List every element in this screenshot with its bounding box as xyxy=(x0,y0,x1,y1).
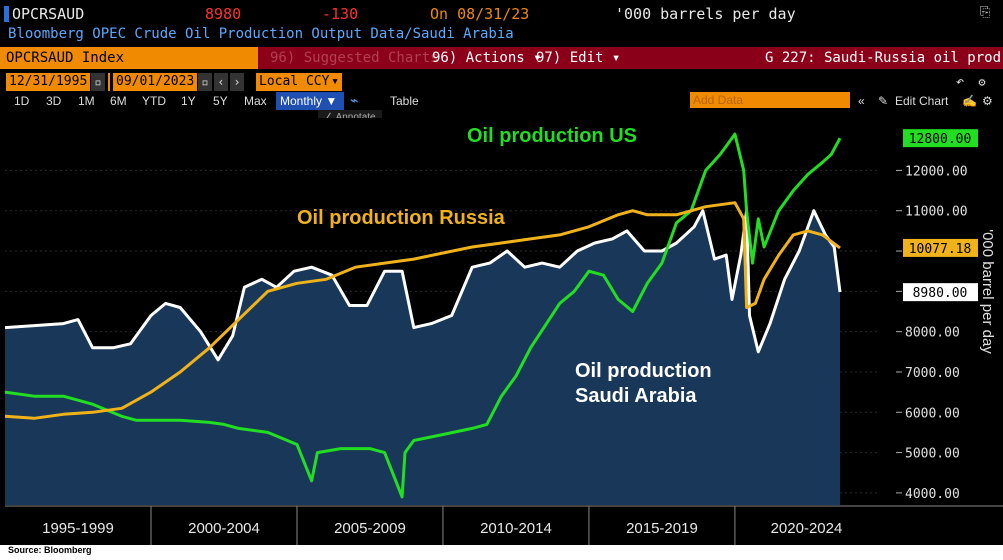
next-icon[interactable]: › xyxy=(230,73,244,91)
table-button[interactable]: Table xyxy=(390,94,419,108)
period-1d[interactable]: 1D xyxy=(14,94,30,108)
y-tick-label: 11000.00 xyxy=(905,205,968,220)
y-tick-label: 4000.00 xyxy=(905,487,960,502)
add-data-input[interactable]: Add Data xyxy=(690,92,850,108)
chart-title: G 227: Saudi-Russia oil prod xyxy=(765,50,1002,66)
currency-label: Local CCY xyxy=(259,74,330,89)
russia-last-value-box xyxy=(903,238,978,257)
quote-header: OPCRSAUD 8980 -130 On 08/31/23 '000 barr… xyxy=(0,3,1003,23)
annotation-saudi-line1: Oil production xyxy=(575,360,712,382)
y-tick-label: 6000.00 xyxy=(905,406,960,421)
edit-chart-button[interactable]: Edit Chart xyxy=(895,94,949,108)
y-tick-label: 8000.00 xyxy=(905,326,960,341)
calendar-icon[interactable]: ▫ xyxy=(91,73,105,91)
y-tick-label: 7000.00 xyxy=(905,366,960,381)
settings-icon[interactable]: ⚙ xyxy=(972,73,992,91)
bloomberg-terminal: OPCRSAUD 8980 -130 On 08/31/23 '000 barr… xyxy=(0,0,1003,545)
last-value: 8980 xyxy=(205,5,242,23)
annotate-label: Annotate xyxy=(335,112,376,123)
russia-line xyxy=(4,201,841,420)
period-5y[interactable]: 5Y xyxy=(213,94,228,108)
date-separator xyxy=(108,73,110,91)
period-1m[interactable]: 1M xyxy=(78,94,95,108)
period-6m[interactable]: 6M xyxy=(110,94,127,108)
change-value: -130 xyxy=(322,5,359,23)
as-of-date: On 08/31/23 xyxy=(430,5,530,23)
chevron-down-icon: ▾ xyxy=(331,74,339,89)
annotate-pencil-icon: ∠ xyxy=(324,112,336,123)
settings-icon[interactable]: ⚙ xyxy=(982,94,993,108)
description-row: Bloomberg OPEC Crude Oil Production Outp… xyxy=(0,24,1003,44)
currency-select[interactable]: Local CCY ▾ xyxy=(256,73,342,91)
command-bar: OPCRSAUD Index 96) Suggested Charts 96) … xyxy=(0,47,1003,69)
saudi-last-value: 8980.00 xyxy=(913,286,968,301)
x-tick-label: 2020-2024 xyxy=(771,520,843,537)
annotation-russia: Oil production Russia xyxy=(297,207,505,229)
x-tick-label: 1995-1999 xyxy=(42,520,114,537)
edit-icon[interactable]: ✍ xyxy=(962,94,977,108)
annotation-saudi-line2: Saudi Arabia xyxy=(575,385,697,407)
export-icon[interactable]: ⎘ xyxy=(980,5,991,20)
source-label: Source: Bloomberg xyxy=(8,545,92,555)
edit-menu[interactable]: 97) Edit ▾ xyxy=(536,50,621,66)
y-axis-label: '000 barrel per day xyxy=(979,229,996,354)
index-field[interactable]: OPCRSAUD Index xyxy=(0,47,258,69)
period-ytd[interactable]: YTD xyxy=(142,94,166,108)
pencil-icon[interactable]: ✎ xyxy=(878,94,889,108)
actions-menu[interactable]: 96) Actions ▾ xyxy=(432,50,542,66)
security-description: Bloomberg OPEC Crude Oil Production Outp… xyxy=(8,26,514,42)
us-last-value: 12800.00 xyxy=(909,132,972,147)
y-tick-label: 5000.00 xyxy=(905,447,960,462)
us-last-value-box xyxy=(903,129,978,148)
period-1y[interactable]: 1Y xyxy=(181,94,196,108)
prev-icon[interactable]: ‹ xyxy=(214,73,228,91)
collapse-icon[interactable]: « xyxy=(858,94,865,108)
line-chart-icon[interactable]: ⌁ xyxy=(350,92,359,108)
saudi-area xyxy=(5,210,841,505)
date-range-bar: 12/31/1995 ▫ 09/01/2023 ▫ ‹ › Local CCY ▾… xyxy=(0,73,1003,91)
saudi-last-value-box xyxy=(903,283,978,302)
annotation-us: Oil production US xyxy=(467,125,637,147)
russia-last-value: 10077.18 xyxy=(909,242,972,257)
chart-svg: 4000.005000.006000.007000.008000.009000.… xyxy=(4,129,1003,545)
undo-icon[interactable]: ↶ xyxy=(950,73,970,91)
x-tick-label: 2000-2004 xyxy=(188,520,260,537)
x-tick-label: 2005-2009 xyxy=(334,520,406,537)
x-tick-label: 2010-2014 xyxy=(480,520,552,537)
calendar-icon[interactable]: ▫ xyxy=(198,73,212,91)
end-date-field[interactable]: 09/01/2023 xyxy=(113,73,197,91)
y-tick-label: 12000.00 xyxy=(905,164,968,179)
period-max[interactable]: Max xyxy=(244,94,267,108)
period-3d[interactable]: 3D xyxy=(46,94,62,108)
ticker[interactable]: OPCRSAUD xyxy=(12,5,85,23)
suggested-charts-button[interactable]: 96) Suggested Charts xyxy=(270,50,439,66)
units-label: '000 barrels per day xyxy=(615,5,796,23)
x-tick-label: 2015-2019 xyxy=(626,520,698,537)
ticker-marker xyxy=(4,6,9,22)
us-line xyxy=(4,132,842,499)
start-date-field[interactable]: 12/31/1995 xyxy=(6,73,90,91)
period-bar: 1D 3D 1M 6M YTD 1Y 5Y Max Monthly ▼ ⌁ Ta… xyxy=(0,92,1003,110)
frequency-select[interactable]: Monthly ▼ xyxy=(276,92,344,110)
